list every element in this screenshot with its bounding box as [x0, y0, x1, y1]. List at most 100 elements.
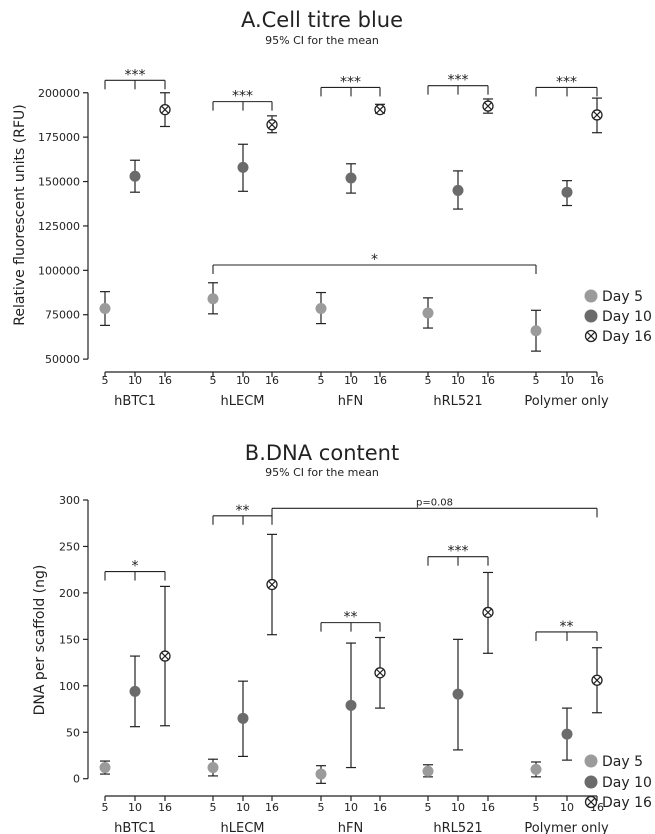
- x-tick-label: 5: [318, 374, 325, 387]
- group-label: hRL521: [433, 821, 482, 834]
- y-tick-label: 50: [66, 726, 80, 739]
- significance-label: ***: [556, 74, 577, 90]
- x-tick-label: 10: [560, 801, 574, 814]
- data-point-day10: [452, 184, 464, 196]
- x-tick-label: 5: [210, 374, 217, 387]
- x-tick-label: 5: [425, 374, 432, 387]
- data-point-day10: [237, 712, 249, 724]
- data-point-day5: [530, 325, 542, 337]
- y-tick-label: 50000: [45, 353, 80, 366]
- x-tick-label: 5: [102, 801, 109, 814]
- data-point-day16-cross: [484, 608, 492, 617]
- x-tick-label: 5: [102, 374, 109, 387]
- data-point-day10: [237, 161, 249, 173]
- legend-marker-day5: [584, 754, 598, 768]
- x-tick-label: 5: [533, 801, 540, 814]
- chart-title: A.Cell titre blue: [241, 8, 403, 32]
- significance-label: ***: [448, 544, 469, 560]
- data-point-day16-cross: [268, 580, 276, 589]
- x-tick-label: 10: [344, 801, 358, 814]
- y-tick-label: 175000: [38, 131, 80, 144]
- legend-marker-day5: [584, 289, 598, 303]
- data-point-day5: [99, 303, 111, 315]
- y-axis-label: Relative fluorescent units (RFU): [12, 104, 28, 325]
- significance-label: **: [560, 619, 574, 635]
- group-label: Polymer only: [524, 394, 609, 409]
- x-tick-label: 5: [533, 374, 540, 387]
- legend-label: Day 5: [602, 289, 643, 305]
- x-tick-label: 10: [560, 374, 574, 387]
- x-tick-label: 16: [590, 374, 604, 387]
- x-tick-label: 5: [425, 801, 432, 814]
- x-tick-label: 16: [373, 801, 387, 814]
- data-point-day16-cross: [593, 676, 601, 684]
- data-point-day10: [561, 186, 573, 198]
- significance-label: *: [371, 252, 378, 268]
- group-label: Polymer only: [524, 821, 609, 834]
- legend-marker-day10: [584, 309, 598, 323]
- significance-label: ***: [448, 73, 469, 89]
- data-point-day10: [129, 685, 141, 697]
- data-point-day16-cross: [161, 105, 169, 114]
- data-point-day5: [207, 762, 219, 774]
- data-point-day5: [315, 303, 327, 315]
- data-point-day16-cross: [593, 111, 601, 119]
- y-tick-label: 250: [59, 540, 80, 553]
- legend-label: Day 16: [602, 329, 652, 345]
- legend-label: Day 5: [602, 754, 643, 770]
- y-axis-label: DNA per scaffold (ng): [32, 565, 48, 716]
- data-point-day16-cross: [484, 102, 492, 110]
- x-tick-label: 5: [210, 801, 217, 814]
- x-tick-label: 10: [451, 801, 465, 814]
- data-point-day5: [315, 768, 327, 780]
- data-point-day10: [345, 172, 357, 184]
- significance-label: *: [132, 559, 139, 575]
- data-point-day16-cross: [376, 669, 384, 677]
- y-tick-label: 125000: [38, 220, 80, 233]
- y-tick-label: 100: [59, 680, 80, 693]
- chart-subtitle: 95% CI for the mean: [265, 466, 379, 479]
- data-point-day16-cross: [268, 120, 276, 129]
- y-tick-label: 150: [59, 633, 80, 646]
- y-tick-label: 300: [59, 494, 80, 507]
- x-tick-label: 10: [236, 374, 250, 387]
- group-label: hLECM: [221, 394, 265, 409]
- y-tick-label: 200000: [38, 87, 80, 100]
- x-tick-label: 16: [158, 801, 172, 814]
- x-tick-label: 16: [481, 374, 495, 387]
- group-label: hLECM: [221, 821, 265, 834]
- x-tick-label: 16: [158, 374, 172, 387]
- legend-marker-cross: [586, 797, 596, 807]
- group-label: hBTC1: [114, 394, 156, 409]
- x-tick-label: 16: [265, 801, 279, 814]
- significance-label: ***: [232, 89, 253, 105]
- y-tick-label: 200: [59, 587, 80, 600]
- data-point-day5: [422, 765, 434, 777]
- significance-label: p=0.08: [416, 497, 453, 508]
- legend-marker-day10: [584, 775, 598, 789]
- legend-marker-cross: [586, 331, 596, 341]
- y-tick-label: 75000: [45, 309, 80, 322]
- y-tick-label: 0: [73, 773, 80, 786]
- x-tick-label: 16: [373, 374, 387, 387]
- data-point-day16-cross: [161, 652, 169, 660]
- chart-panel-a: A.Cell titre blue 95% CI for the mean Rela…: [12, 8, 652, 409]
- data-point-day5: [422, 307, 434, 319]
- group-label: hFN: [338, 821, 363, 834]
- data-point-day10: [345, 699, 357, 711]
- group-label: hRL521: [433, 394, 482, 409]
- data-point-day5: [207, 293, 219, 305]
- significance-label: ***: [125, 67, 146, 83]
- chart-title: B.DNA content: [245, 441, 399, 465]
- significance-label: **: [236, 503, 250, 519]
- significance-label: ***: [340, 74, 361, 90]
- group-label: hFN: [338, 394, 363, 409]
- x-tick-label: 10: [344, 374, 358, 387]
- x-tick-label: 16: [265, 374, 279, 387]
- x-tick-label: 5: [318, 801, 325, 814]
- y-tick-label: 100000: [38, 264, 80, 277]
- data-point-day5: [530, 763, 542, 775]
- group-label: hBTC1: [114, 821, 156, 834]
